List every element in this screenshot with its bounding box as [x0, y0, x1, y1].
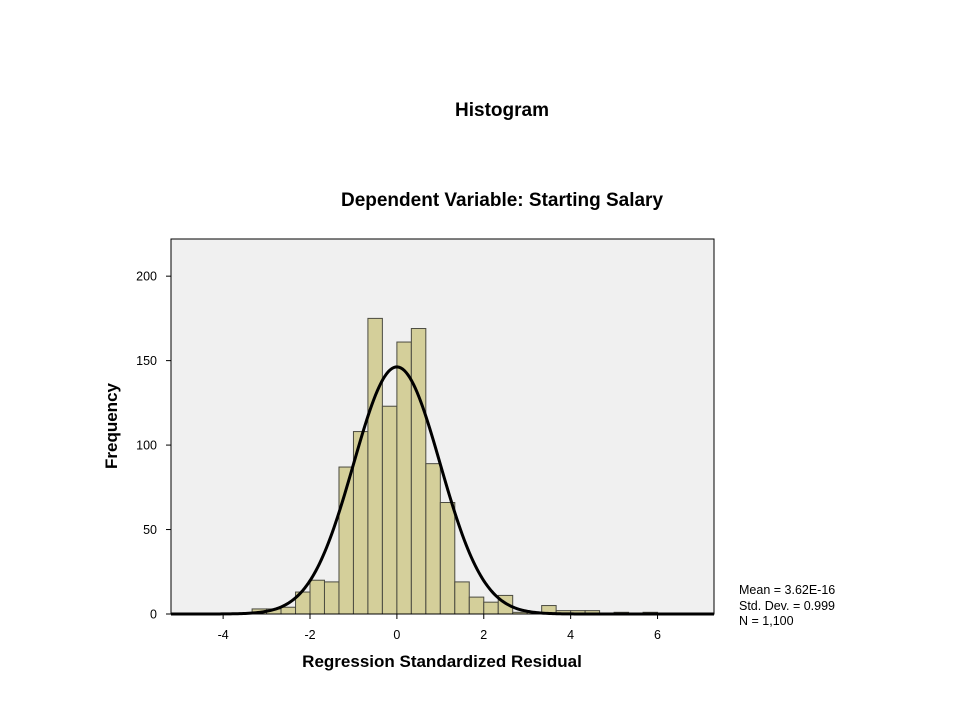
histogram-bar: [323, 581, 340, 615]
plot-frame: [170, 238, 715, 615]
chart-subtitle: Dependent Variable: Starting Salary: [340, 190, 664, 211]
x-tick-label: 4: [567, 628, 574, 642]
histogram-bar: [468, 596, 485, 615]
stat-n: N = 1,100: [739, 614, 794, 628]
stats-box: Mean = 3.62E-16 Std. Dev. = 0.999 N = 1,…: [739, 583, 835, 630]
stat-std-dev: Std. Dev. = 0.999: [739, 598, 836, 613]
histogram-bar: [309, 579, 325, 615]
histogram-bar: [425, 463, 441, 615]
histogram-bar: [410, 328, 427, 615]
x-tick-label: -2: [304, 628, 315, 642]
x-tick-label: 0: [393, 628, 400, 642]
chart-title: Histogram: [455, 100, 549, 121]
x-tick-label: 2: [480, 628, 487, 642]
histogram-bar: [280, 606, 296, 615]
x-tick-label: 6: [654, 628, 661, 642]
stat-mean: Mean = 3.62E-16: [739, 583, 836, 597]
histogram-bar: [381, 405, 398, 615]
histogram-bar: [396, 341, 412, 615]
histogram-bar: [483, 601, 499, 615]
y-tick-label: 150: [136, 354, 157, 368]
y-tick-label: 100: [136, 439, 157, 453]
histogram-bar: [454, 581, 470, 615]
x-axis-label: Regression Standardized Residual: [302, 652, 582, 671]
y-tick-label: 50: [143, 523, 157, 537]
histogram-bar: [439, 502, 456, 615]
histogram-bar: [367, 317, 383, 615]
x-tick-label: -4: [218, 628, 229, 642]
y-tick-label: 200: [136, 270, 157, 284]
y-tick-label: 0: [150, 608, 157, 622]
axes-group: 0 50 100 150 200 -4 -2 0 2 4 6: [136, 270, 661, 642]
